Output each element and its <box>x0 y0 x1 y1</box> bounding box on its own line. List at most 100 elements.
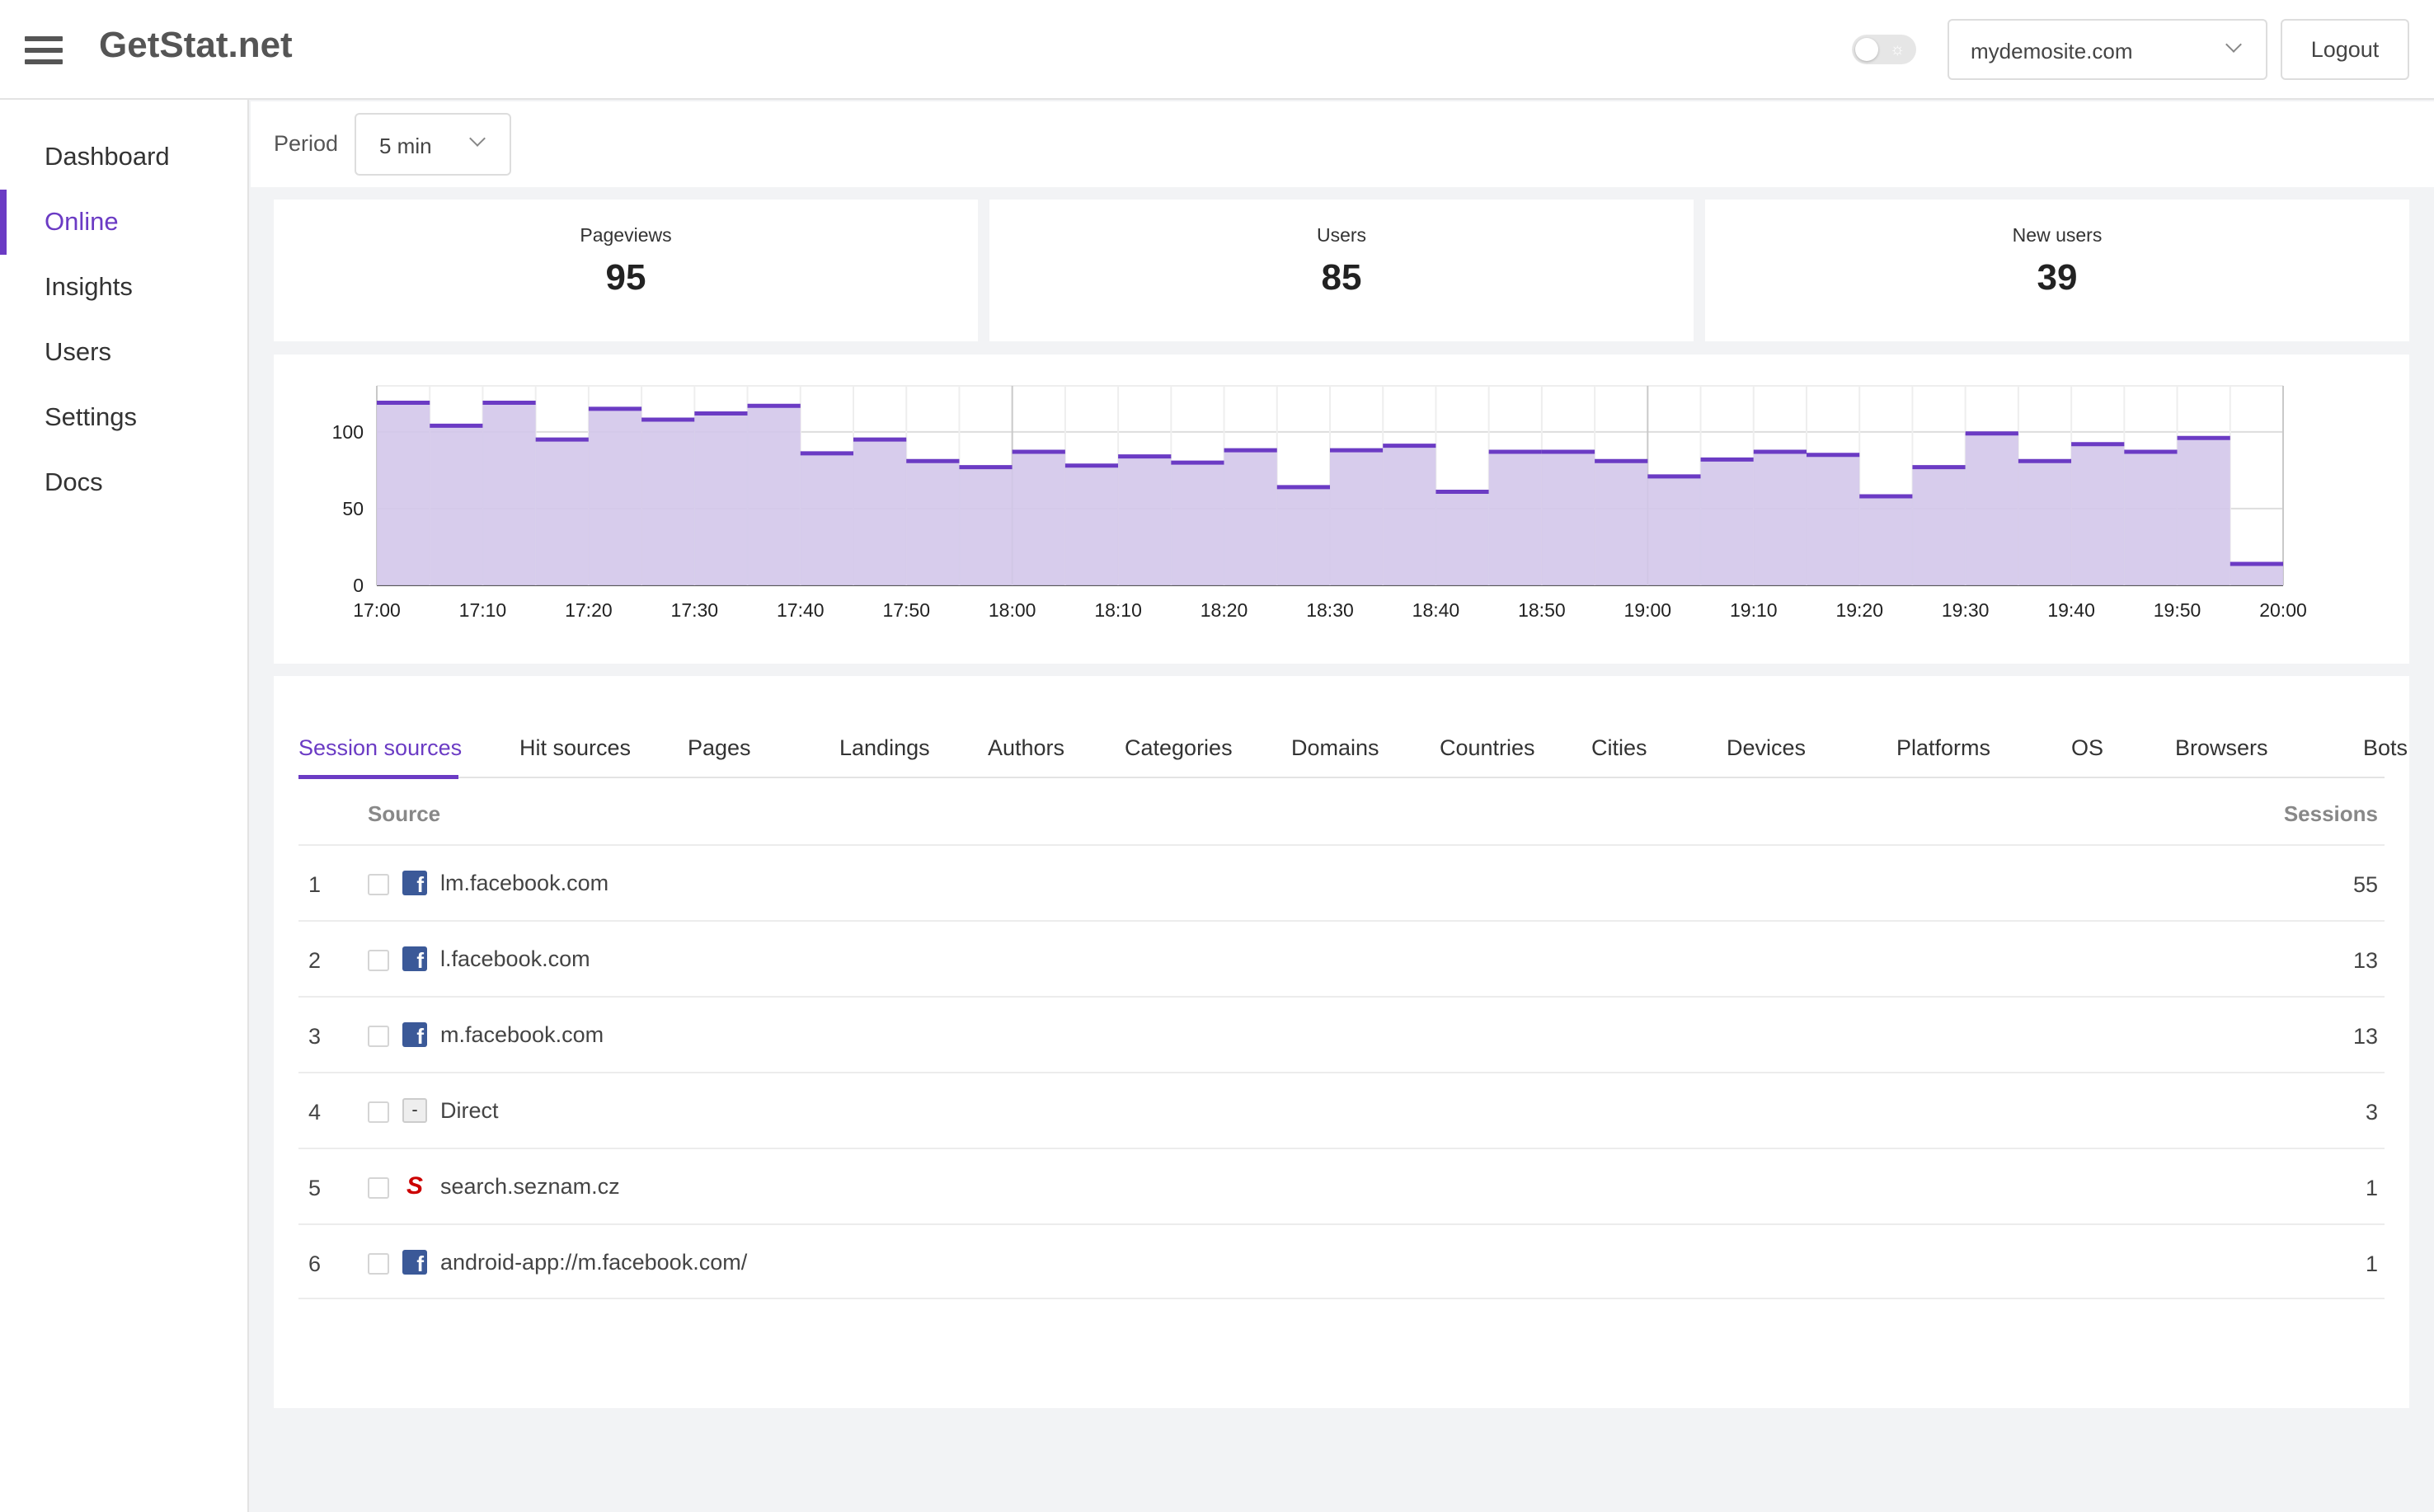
sidebar-item-dashboard[interactable]: Dashboard <box>0 124 247 190</box>
x-tick-label: 19:50 <box>2154 599 2201 621</box>
row-checkbox[interactable] <box>368 1253 389 1275</box>
sidebar-item-label: Dashboard <box>45 142 170 171</box>
period-select[interactable]: 5 min <box>355 113 511 176</box>
table-row[interactable]: 6 f android-app://m.facebook.com/1 <box>298 1223 2385 1299</box>
chart-bar <box>1435 491 1489 585</box>
stat-label: Users <box>1316 224 1367 246</box>
chart-bar <box>588 408 642 585</box>
x-tick-label: 19:30 <box>1942 599 1990 621</box>
tab-countries[interactable]: Countries <box>1440 735 1535 760</box>
row-number: 4 <box>308 1100 322 1125</box>
source-name: lm.facebook.com <box>440 871 609 895</box>
column-header-sessions[interactable]: Sessions <box>2283 801 2378 826</box>
tab-bots[interactable]: Bots <box>2363 735 2408 760</box>
y-tick-label: 50 <box>342 498 364 519</box>
direct-icon: - <box>402 1098 427 1123</box>
row-checkbox[interactable] <box>368 1101 389 1123</box>
chart-bar <box>641 419 695 585</box>
tab-cities[interactable]: Cities <box>1591 735 1647 760</box>
sidebar-item-online[interactable]: Online <box>0 190 247 255</box>
sidebar-item-docs[interactable]: Docs <box>0 450 247 515</box>
theme-toggle[interactable]: ☼ <box>1852 35 1916 64</box>
x-tick-label: 17:20 <box>565 599 613 621</box>
hamburger-menu-icon[interactable] <box>25 36 63 64</box>
sidebar: Dashboard Online Insights Users Settings… <box>0 100 249 1512</box>
x-tick-label: 17:40 <box>777 599 825 621</box>
table-row[interactable]: 3 f m.facebook.com 13 <box>298 996 2385 1072</box>
session-count: 13 <box>2352 1024 2378 1049</box>
chart-bar <box>1488 452 1542 585</box>
tab-landings[interactable]: Landings <box>839 735 930 760</box>
x-tick-label: 20:00 <box>2259 599 2307 621</box>
x-tick-label: 18:00 <box>989 599 1036 621</box>
stat-value: 39 <box>2037 257 2078 298</box>
row-checkbox[interactable] <box>368 874 389 895</box>
chart-bar <box>1118 456 1172 585</box>
session-count: 1 <box>2365 1251 2378 1276</box>
chart-bar <box>1171 463 1224 585</box>
tab-devices[interactable]: Devices <box>1727 735 1807 760</box>
logout-button[interactable]: Logout <box>2281 19 2409 80</box>
facebook-icon: f <box>402 1250 427 1275</box>
x-tick-label: 19:40 <box>2047 599 2095 621</box>
tab-domains[interactable]: Domains <box>1291 735 1379 760</box>
column-header-source[interactable]: Source <box>368 801 441 826</box>
facebook-icon: f <box>402 871 427 895</box>
chart-bar <box>1276 486 1330 585</box>
chart-bar <box>2230 563 2283 585</box>
chart-bar <box>2018 461 2072 585</box>
x-tick-label: 18:40 <box>1412 599 1460 621</box>
stat-label: New users <box>2012 224 2103 246</box>
source-name: l.facebook.com <box>440 946 590 971</box>
tab-os[interactable]: OS <box>2071 735 2104 760</box>
chart-bar <box>1064 465 1119 585</box>
x-tick-label: 17:30 <box>671 599 719 621</box>
row-number: 5 <box>308 1176 322 1200</box>
site-select[interactable]: mydemosite.com <box>1948 19 2267 80</box>
tab-hit-sources[interactable]: Hit sources <box>519 735 632 760</box>
tab-platforms[interactable]: Platforms <box>1896 735 1991 760</box>
x-tick-label: 18:20 <box>1201 599 1248 621</box>
chart-bar <box>1859 496 1913 585</box>
stat-card-new-users: New users 39 <box>1705 200 2409 341</box>
sidebar-item-label: Insights <box>45 272 133 301</box>
chart-bar <box>1541 452 1595 585</box>
tab-authors[interactable]: Authors <box>988 735 1065 760</box>
x-tick-label: 18:30 <box>1306 599 1354 621</box>
table-row[interactable]: 2 f l.facebook.com 13 <box>298 920 2385 996</box>
row-checkbox[interactable] <box>368 950 389 971</box>
x-tick-label: 19:20 <box>1835 599 1883 621</box>
sidebar-item-insights[interactable]: Insights <box>0 255 247 320</box>
sidebar-item-label: Settings <box>45 402 138 431</box>
source-name: Direct <box>440 1098 499 1123</box>
row-number: 2 <box>308 948 322 973</box>
app-logo[interactable]: GetStat.net <box>99 25 293 65</box>
table-row[interactable]: 1 f lm.facebook.com 55 <box>298 844 2385 920</box>
chart-bar <box>1647 476 1701 585</box>
table-row[interactable]: 4 - Direct 3 <box>298 1072 2385 1148</box>
tab-browsers[interactable]: Browsers <box>2175 735 2268 760</box>
tab-pages[interactable]: Pages <box>688 735 751 760</box>
x-tick-label: 19:10 <box>1730 599 1778 621</box>
chart-bar <box>1753 452 1807 585</box>
chart-bar <box>694 413 748 585</box>
row-checkbox[interactable] <box>368 1026 389 1047</box>
sidebar-item-label: Users <box>45 337 111 366</box>
tab-categories[interactable]: Categories <box>1125 735 1233 760</box>
facebook-icon: f <box>402 1022 427 1047</box>
chart-bar <box>1383 445 1436 585</box>
chevron-down-icon <box>469 130 486 147</box>
tab-bar: Session sources Hit sources Pages Landings A… <box>298 706 2408 779</box>
period-select-value: 5 min <box>379 134 432 158</box>
sidebar-item-label: Online <box>45 207 119 236</box>
stat-card-pageviews: Pageviews 95 <box>274 200 978 341</box>
chart-bar <box>1330 450 1384 585</box>
y-tick-label: 100 <box>332 421 364 443</box>
row-checkbox[interactable] <box>368 1177 389 1199</box>
sidebar-item-users[interactable]: Users <box>0 320 247 385</box>
tab-session-sources[interactable]: Session sources <box>298 735 463 760</box>
x-tick-label: 19:00 <box>1624 599 1672 621</box>
chart-bar <box>1012 452 1065 585</box>
sidebar-item-settings[interactable]: Settings <box>0 385 247 450</box>
